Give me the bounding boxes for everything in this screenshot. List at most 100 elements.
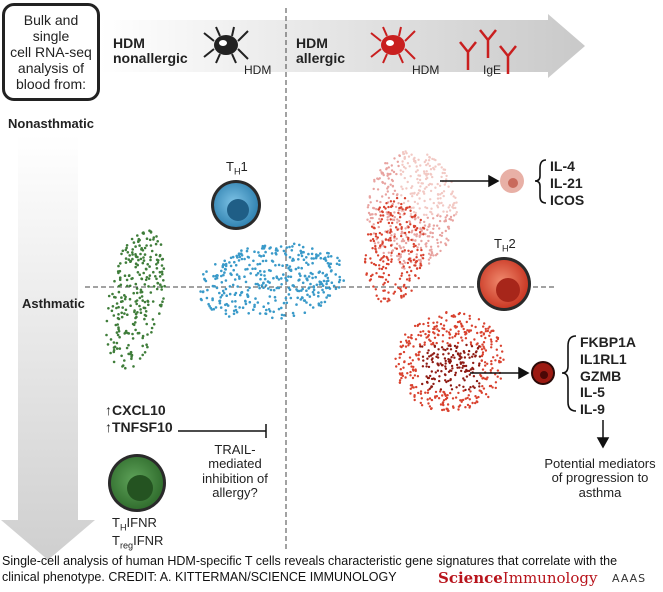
- cluster-point: [387, 291, 390, 294]
- cluster-point: [412, 192, 416, 195]
- aaas-logo: AAAS: [612, 572, 647, 585]
- cluster-point: [405, 206, 408, 210]
- cluster-point: [428, 155, 431, 159]
- cluster-point: [480, 375, 483, 378]
- cluster-point: [366, 233, 370, 236]
- cluster-point: [476, 347, 480, 350]
- cluster-point: [312, 285, 316, 288]
- cluster-point: [458, 404, 462, 407]
- cluster-point: [386, 162, 389, 165]
- cluster-point: [376, 221, 380, 224]
- cluster-point: [387, 251, 390, 254]
- cluster-point: [466, 403, 470, 407]
- cluster-point: [338, 275, 342, 279]
- cluster-point: [414, 274, 417, 277]
- cluster-point: [387, 205, 390, 209]
- cluster-point: [158, 275, 162, 278]
- cluster-point: [240, 257, 244, 261]
- cluster-point: [407, 199, 410, 203]
- cluster-point: [441, 403, 445, 406]
- cluster-point: [486, 329, 489, 333]
- cluster-point: [404, 376, 407, 379]
- cluster-point: [289, 296, 293, 300]
- arrow-to-pink-cell: [440, 174, 500, 188]
- cluster-point: [438, 184, 442, 187]
- cluster-point: [401, 170, 405, 173]
- cluster-point: [134, 282, 138, 286]
- gene-item: IL-5: [580, 384, 605, 401]
- cluster-point: [128, 297, 132, 301]
- cluster-point: [336, 256, 339, 260]
- cluster-point: [256, 263, 260, 266]
- cluster-point: [418, 322, 421, 326]
- cluster-point: [129, 350, 133, 354]
- cluster-point: [422, 233, 425, 236]
- cluster-point: [417, 243, 421, 246]
- cluster-point: [141, 353, 144, 357]
- cluster-point: [476, 342, 479, 345]
- cluster-point: [315, 283, 319, 287]
- cluster-point: [425, 245, 428, 248]
- cluster-point: [430, 398, 434, 402]
- cluster-point: [436, 321, 439, 324]
- cluster-point: [222, 273, 225, 277]
- cluster-point: [259, 277, 262, 281]
- cluster-point: [440, 191, 444, 195]
- cluster-point: [307, 286, 311, 289]
- cluster-point: [417, 333, 420, 337]
- cluster-point: [322, 291, 326, 294]
- cluster-point: [139, 257, 143, 261]
- cluster-point: [142, 259, 146, 262]
- cluster-point: [482, 341, 486, 344]
- cluster-point: [269, 246, 272, 249]
- cluster-point: [282, 249, 286, 253]
- cluster-point: [314, 256, 318, 260]
- cluster-point: [495, 348, 498, 351]
- cluster-point: [396, 160, 399, 163]
- cluster-point: [259, 273, 263, 277]
- cluster-point: [374, 213, 377, 216]
- cluster-point: [419, 390, 423, 393]
- cluster-point: [452, 314, 455, 317]
- cluster-point: [317, 254, 320, 257]
- bracket-bottom-genes: [561, 335, 577, 412]
- gene-item: GZMB: [580, 367, 622, 384]
- cluster-point: [467, 353, 470, 356]
- cluster-point: [405, 152, 408, 155]
- cluster-point: [397, 362, 400, 366]
- cluster-point: [125, 246, 128, 250]
- cluster-point: [413, 398, 416, 402]
- cluster-point: [454, 213, 458, 216]
- cluster-point: [384, 193, 388, 196]
- cluster-point: [463, 351, 466, 354]
- cluster-point: [408, 342, 412, 345]
- cluster-point: [386, 187, 389, 190]
- cluster-point: [382, 272, 385, 275]
- cluster-point: [391, 214, 394, 217]
- ifnr-gene-list: ↑CXCL10 ↑TNFSF10: [105, 402, 173, 436]
- cluster-point: [364, 254, 368, 257]
- th1-cell-icon: [211, 180, 261, 230]
- nonallergic-title: HDM nonallergic: [113, 35, 188, 67]
- cluster-point: [123, 359, 126, 362]
- cluster-point: [423, 220, 426, 224]
- cluster-point: [241, 306, 245, 310]
- cluster-point: [401, 372, 404, 375]
- cluster-point: [401, 250, 404, 253]
- cluster-point: [444, 362, 447, 365]
- cluster-point: [416, 246, 419, 249]
- cluster-point: [426, 351, 429, 355]
- cluster-point: [434, 371, 437, 374]
- cluster-point: [261, 259, 265, 263]
- cluster-point: [419, 330, 422, 334]
- cluster-point: [428, 397, 432, 400]
- cluster-point: [427, 402, 430, 405]
- cluster-point: [232, 312, 236, 316]
- cluster-point: [409, 374, 412, 377]
- cluster-point: [206, 288, 209, 292]
- cluster-point: [275, 286, 279, 290]
- cluster-point: [143, 313, 147, 317]
- cluster-point: [437, 245, 440, 248]
- cluster-point: [400, 296, 403, 299]
- cluster-point: [117, 313, 120, 316]
